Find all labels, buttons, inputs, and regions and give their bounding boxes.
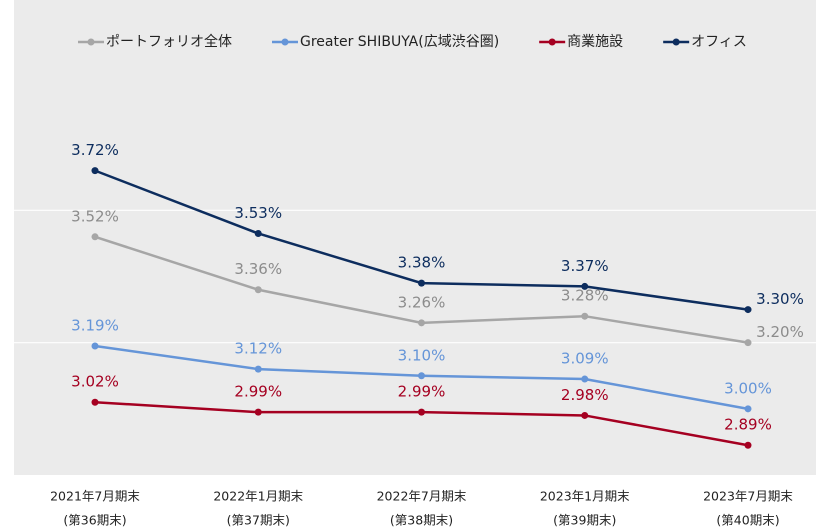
data-label: 3.53%: [234, 204, 282, 222]
x-tick-label: (第40期末): [716, 513, 779, 528]
data-point: [418, 319, 425, 327]
x-tick-label: 2022年1月期末: [213, 489, 303, 504]
data-point: [91, 342, 99, 350]
data-point: [418, 279, 425, 287]
data-label: 2.99%: [398, 383, 446, 401]
data-point: [581, 282, 589, 290]
data-point: [581, 411, 589, 419]
data-point: [254, 286, 262, 294]
legend-label: オフィス: [691, 34, 747, 50]
data-label: 3.09%: [561, 350, 609, 368]
legend-marker: [87, 38, 95, 46]
data-label: 3.28%: [561, 287, 609, 305]
legend-label: 商業施設: [567, 34, 623, 50]
data-label: 3.30%: [756, 290, 804, 308]
data-label: 3.52%: [71, 207, 119, 225]
data-point: [254, 408, 262, 416]
data-label: 3.00%: [724, 379, 772, 397]
data-point: [418, 408, 425, 416]
data-point: [91, 233, 99, 241]
x-tick-label: (第39期末): [553, 513, 616, 528]
data-point: [744, 441, 752, 449]
x-tick-label: 2021年7月期末: [50, 489, 140, 504]
data-label: 3.38%: [398, 254, 446, 272]
x-tick-label: (第38期末): [390, 513, 453, 528]
data-label: 3.37%: [561, 257, 609, 275]
data-label: 3.72%: [71, 141, 119, 159]
x-tick-label: (第36期末): [63, 513, 126, 528]
x-tick-label: 2023年1月期末: [540, 489, 630, 504]
data-label: 2.99%: [234, 383, 282, 401]
data-point: [744, 405, 752, 413]
legend-marker: [281, 38, 289, 46]
data-label: 3.12%: [234, 340, 282, 358]
data-point: [581, 375, 589, 383]
data-point: [418, 372, 425, 380]
legend-label: ポートフォリオ全体: [106, 33, 232, 50]
x-tick-label: 2022年7月期末: [377, 489, 467, 504]
data-label: 3.02%: [71, 373, 119, 391]
data-label: 3.26%: [398, 293, 446, 311]
legend-marker: [672, 38, 680, 46]
data-label: 3.36%: [234, 260, 282, 278]
x-tick-label: (第37期末): [227, 513, 290, 528]
x-tick-label: 2023年7月期末: [703, 489, 793, 504]
data-label: 2.98%: [561, 386, 609, 404]
data-point: [581, 312, 589, 320]
data-label: 3.19%: [71, 316, 119, 334]
data-point: [744, 339, 752, 347]
legend-label: Greater SHIBUYA(広域渋谷圏): [300, 34, 499, 50]
legend-marker: [548, 38, 556, 46]
data-point: [91, 167, 99, 175]
data-label: 3.20%: [756, 323, 804, 341]
data-point: [91, 398, 99, 406]
data-point: [744, 306, 752, 314]
data-label: 3.10%: [398, 346, 446, 364]
data-label: 2.89%: [724, 416, 772, 434]
data-point: [254, 365, 262, 373]
data-point: [254, 229, 262, 237]
